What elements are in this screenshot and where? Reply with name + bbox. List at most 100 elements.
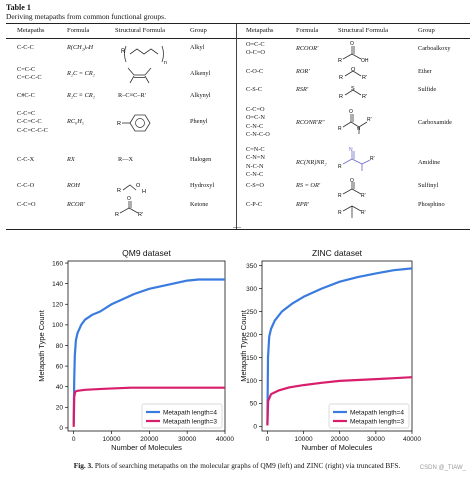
carboalkoxy-structure-diagram: R O OH: [338, 41, 369, 64]
plot-frame: [67, 260, 226, 432]
formula-cell: ROR′: [296, 68, 310, 75]
x-tick-label: 10000: [102, 436, 120, 443]
qm9-chart: QM9 dataset 0 20 40 60 80 100 120 140 160 0 10000 20…: [37, 248, 234, 452]
y-tick-label: 20: [56, 405, 64, 412]
series-line-length3: [266, 376, 413, 426]
svg-text:H: H: [142, 189, 146, 195]
group-cell: Sulfinyl: [418, 182, 439, 189]
svg-text:R: R: [338, 193, 342, 199]
ketone-structure-diagram: R O R': [115, 196, 143, 218]
svg-text:R: R: [117, 188, 121, 194]
svg-text:O: O: [127, 196, 131, 202]
x-tick-label: 40000: [403, 436, 421, 443]
sulfinyl-structure-diagram: R O R': [338, 178, 366, 199]
y-tick-label: 0: [59, 425, 63, 432]
metapaths-cell: C=N-C C-N=N N-C-N C-N-C: [246, 146, 265, 179]
svg-text:O: O: [349, 109, 353, 115]
metapaths-cell: C-O-C: [246, 68, 264, 75]
group-cell: Amidine: [418, 158, 441, 166]
svg-text:R': R': [361, 210, 366, 216]
group-cell: Phosphino: [418, 201, 445, 208]
svg-text:R': R': [361, 193, 366, 199]
svg-text:R: R: [338, 210, 342, 216]
svg-text:O: O: [350, 41, 354, 47]
svg-text:N: N: [349, 147, 353, 153]
svg-text:R': R': [362, 75, 367, 81]
formula-cell: RC₆H₅: [67, 118, 84, 126]
chart-title: ZINC dataset: [312, 248, 363, 258]
legend-label: Metapath length=3: [163, 418, 217, 425]
svg-text:R: R: [338, 164, 342, 170]
svg-text:R: R: [117, 121, 121, 127]
hydroxyl-structure-diagram: R OH: [117, 183, 146, 195]
y-tick-label: 160: [52, 260, 63, 267]
formula-cell: R(CH₂)ₙH: [67, 44, 94, 51]
group-cell: Phenyl: [190, 118, 208, 126]
series-line-length3: [72, 386, 225, 427]
header-metapaths-right: Metapaths: [246, 27, 274, 34]
chart-title: QM9 dataset: [122, 248, 171, 258]
formula-cell: RPR′: [296, 201, 309, 208]
y-tick-label: 40: [56, 384, 64, 391]
svg-text:n: n: [164, 60, 167, 66]
metapaths-cell: C-S-C: [246, 86, 263, 93]
y-tick-label: 350: [246, 263, 257, 270]
series-line-length4: [72, 278, 225, 424]
svg-text:R': R': [138, 212, 143, 218]
legend-label: Metapath length=4: [350, 409, 404, 416]
metapaths-cell: O=C-C O-C=O: [246, 41, 265, 57]
formula-cell: RCOR′: [67, 201, 85, 208]
figure-caption-text: Plots of searching metapaths on the mole…: [94, 461, 401, 470]
structural-text-cell: R–C≡C–R′: [118, 92, 147, 99]
y-tick-label: 150: [246, 355, 257, 362]
svg-text:O: O: [136, 183, 141, 189]
x-tick-label: 0: [72, 436, 76, 443]
header-structural-right: Structural Formula: [338, 27, 388, 34]
table-ellipsis: ....: [233, 221, 241, 230]
svg-text:R: R: [339, 75, 343, 81]
formula-cell: RCONR′R″: [296, 118, 325, 126]
legend-box: [141, 403, 223, 429]
y-tick-label: 80: [56, 343, 64, 350]
x-tick-label: 30000: [367, 436, 385, 443]
y-tick-label: 100: [246, 378, 257, 385]
svg-text:R: R: [339, 94, 343, 100]
group-cell: Hydroxyl: [190, 182, 215, 189]
table-caption: Deriving metapaths from common functiona…: [6, 12, 166, 21]
x-axis-label: Number of Molecules: [111, 443, 182, 452]
y-tick-label: 300: [246, 286, 257, 293]
table-header-rule: [6, 38, 470, 39]
group-cell: Ketone: [190, 201, 209, 208]
svg-text:R: R: [115, 212, 119, 218]
formula-cell: RX: [67, 156, 75, 163]
svg-text:O: O: [351, 67, 356, 73]
header-group-right: Group: [418, 27, 435, 34]
phenyl-structure-diagram: R: [117, 114, 151, 132]
metapaths-cell: C-C-X: [17, 156, 35, 163]
group-cell: Alkenyl: [190, 70, 211, 78]
ether-structure-diagram: R O R': [339, 67, 367, 81]
amidine-structure-diagram: R N R': [338, 147, 375, 171]
group-cell: Carboxamide: [418, 118, 452, 126]
group-cell: Ether: [418, 68, 432, 75]
metapaths-cell: C-C-C: [17, 44, 34, 51]
formula-cell: R₂C ≡ CR₂: [67, 92, 95, 99]
x-tick-label: 0: [266, 436, 270, 443]
svg-text:R: R: [121, 49, 126, 55]
legend-box: [328, 403, 410, 429]
metapaths-cell: C-C=C C-C=C-C C-C=C-C-C: [17, 110, 48, 134]
y-tick-label: 140: [52, 281, 63, 288]
header-formula-left: Formula: [67, 27, 90, 34]
y-tick-label: 200: [246, 332, 257, 339]
carboxamide-structure-diagram: R O N R': [338, 109, 372, 134]
group-cell: Carboalkoxy: [418, 45, 451, 53]
legend-label: Metapath length=4: [163, 409, 217, 416]
x-tick-label: 30000: [178, 436, 196, 443]
metapaths-cell: C-C=O: [17, 201, 36, 208]
metapaths-cell: C#C-C: [17, 92, 35, 99]
group-cell: Alkyl: [190, 44, 205, 51]
x-tick-label: 20000: [140, 436, 158, 443]
y-axis-label: Metapath Type Count: [239, 309, 248, 381]
y-tick-label: 120: [52, 302, 63, 309]
